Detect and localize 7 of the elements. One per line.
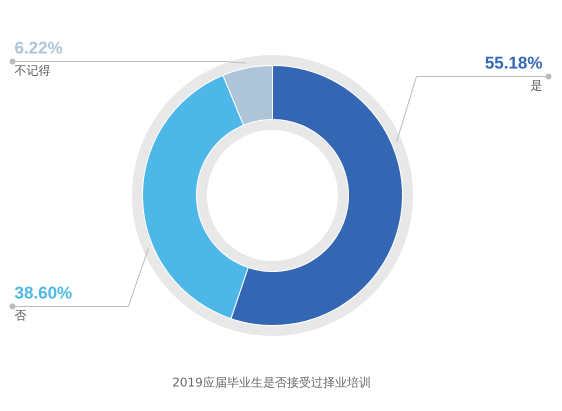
data-label: 55.18%	[484, 54, 543, 72]
data-label: 6.22%	[14, 38, 63, 58]
slice-label: 不记得	[14, 64, 50, 78]
slice-label: 是	[530, 78, 542, 92]
text: 2019应届毕业生是否接受过择业培训	[172, 376, 371, 390]
data-label: 38.60%	[14, 284, 72, 302]
slice-label: 否	[14, 308, 26, 322]
